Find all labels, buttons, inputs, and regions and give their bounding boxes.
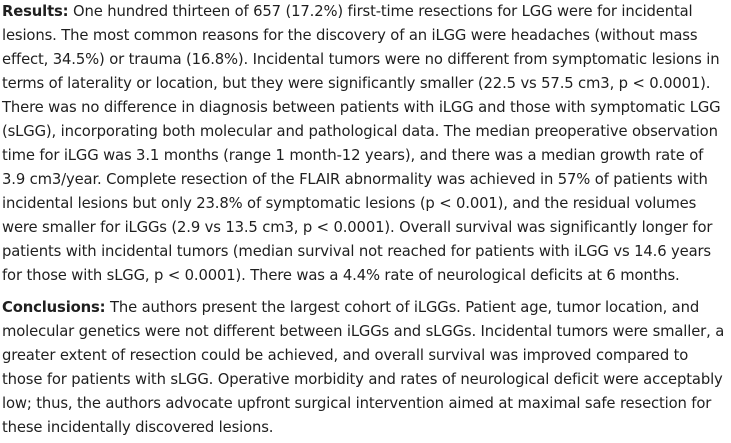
conclusions-paragraph: Conclusions: The authors present the lar…: [2, 296, 729, 440]
conclusions-heading: Conclusions:: [2, 299, 106, 316]
results-paragraph: Results: One hundred thirteen of 657 (17…: [2, 0, 729, 288]
results-text: One hundred thirteen of 657 (17.2%) firs…: [2, 3, 721, 284]
results-heading: Results:: [2, 3, 69, 20]
conclusions-text: The authors present the largest cohort o…: [2, 299, 725, 436]
